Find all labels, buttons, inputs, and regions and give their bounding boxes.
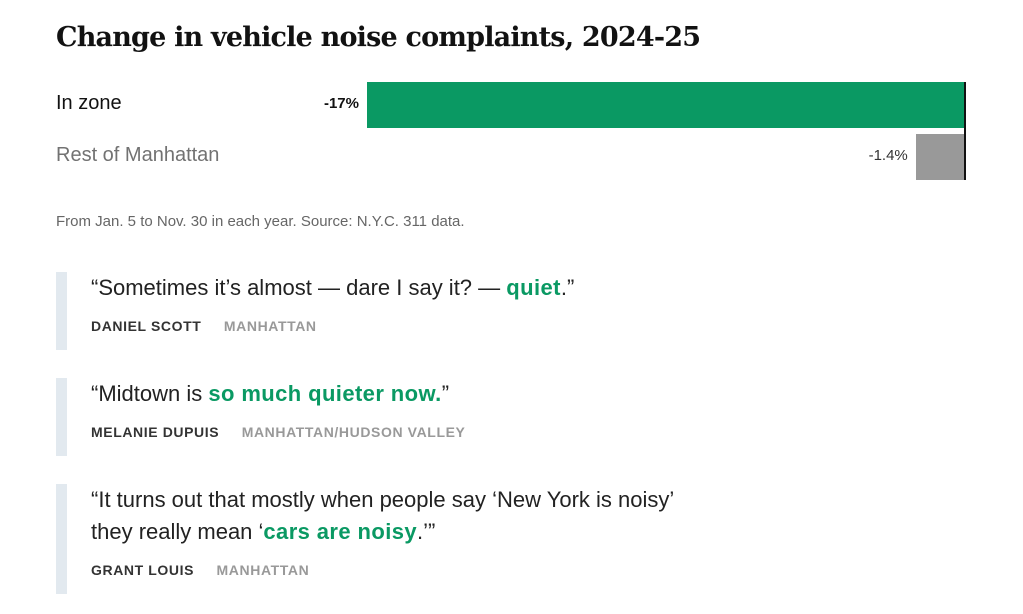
quote-attribution: MELANIE DUPUIS MANHATTAN/HUDSON VALLEY xyxy=(91,424,956,440)
quote-fragment: .’” xyxy=(417,519,436,544)
bar-chart: In zone -17% Rest of Manhattan -1.4% xyxy=(0,0,1023,200)
quote-highlight: cars are noisy xyxy=(263,519,418,544)
quote-author: GRANT LOUIS xyxy=(91,562,195,578)
quote-location: MANHATTAN xyxy=(223,318,317,334)
quote-fragment: .” xyxy=(560,275,575,300)
quote-highlight: quiet xyxy=(506,275,561,300)
chart-title: Change in vehicle noise complaints, 2024… xyxy=(56,22,701,53)
zero-axis-line xyxy=(964,82,966,180)
chart-source-note: From Jan. 5 to Nov. 30 in each year. Sou… xyxy=(56,213,465,230)
quote-author: DANIEL SCOTT xyxy=(91,318,202,334)
quote-highlight: so much quieter now. xyxy=(208,381,442,406)
category-label: Rest of Manhattan xyxy=(56,144,220,166)
bar-value-label: -1.4% xyxy=(868,147,908,164)
quote-attribution: GRANT LOUIS MANHATTAN xyxy=(91,562,956,578)
quote-fragment: ” xyxy=(441,381,450,406)
quote-fragment: “Sometimes it’s almost — dare I say it? … xyxy=(91,275,507,300)
quote-attribution: DANIEL SCOTT MANHATTAN xyxy=(91,318,956,334)
bar-value-label: -17% xyxy=(323,95,359,112)
quote-location: MANHATTAN/HUDSON VALLEY xyxy=(241,424,466,440)
quote-fragment: “Midtown is xyxy=(91,381,209,406)
quote-block: “It turns out that mostly when people sa… xyxy=(56,484,956,594)
quote-location: MANHATTAN xyxy=(216,562,310,578)
bar xyxy=(367,82,965,128)
bar xyxy=(915,134,965,180)
quote-fragment: “It turns out that mostly when people sa… xyxy=(91,487,675,512)
category-label: In zone xyxy=(56,92,122,114)
quote-text: “Sometimes it’s almost — dare I say it? … xyxy=(91,272,956,304)
quote-fragment: they really mean ‘ xyxy=(91,519,264,544)
quote-block: “Midtown is so much quieter now.” MELANI… xyxy=(56,378,956,456)
quote-text: “Midtown is so much quieter now.” xyxy=(91,378,956,410)
quote-text: “It turns out that mostly when people sa… xyxy=(91,484,956,548)
quote-block: “Sometimes it’s almost — dare I say it? … xyxy=(56,272,956,350)
quote-author: MELANIE DUPUIS xyxy=(91,424,220,440)
